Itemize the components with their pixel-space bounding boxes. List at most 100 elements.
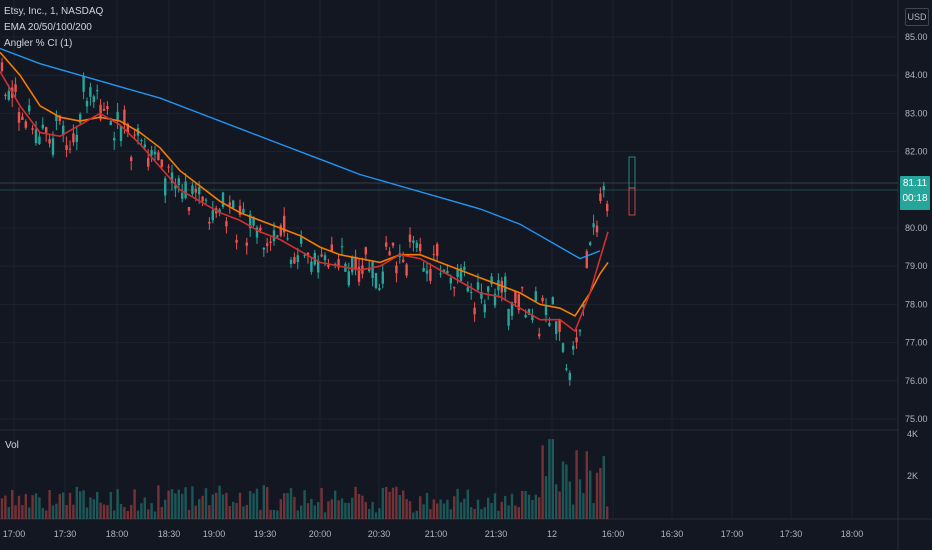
volume-bar	[48, 490, 51, 519]
candle-body	[92, 96, 95, 102]
volume-bar	[119, 503, 123, 519]
volume-bar	[296, 510, 299, 519]
candle-body	[310, 261, 313, 272]
candle-body	[102, 109, 106, 111]
candle-body	[259, 227, 262, 231]
candle-body	[232, 200, 235, 208]
volume-bar	[225, 492, 228, 519]
volume-bar	[565, 464, 568, 519]
volume-bar	[473, 508, 476, 519]
volume-bar	[24, 494, 27, 519]
volume-bar	[136, 510, 140, 519]
candle-body	[415, 242, 418, 248]
volume-bar	[194, 505, 197, 519]
volume-bar	[456, 488, 459, 519]
volume-bar	[147, 509, 150, 519]
candle-body	[38, 136, 41, 144]
volume-bar	[62, 492, 65, 519]
volume-bar	[395, 486, 398, 519]
candle-body	[272, 230, 276, 242]
candle-body	[568, 372, 571, 381]
ema-50-line	[0, 51, 609, 317]
candle-body	[453, 287, 456, 289]
volume-bar	[548, 439, 551, 519]
volume-bar	[123, 507, 126, 519]
volume-bar	[391, 487, 395, 519]
ema-indicator-label[interactable]: EMA 20/50/100/200	[4, 22, 92, 33]
candle-body	[201, 196, 204, 202]
volume-bar	[422, 504, 425, 519]
candle-body	[228, 202, 231, 206]
volume-bar	[143, 497, 146, 519]
volume-bar	[235, 502, 238, 519]
volume-bar	[524, 490, 527, 519]
candle-body	[334, 263, 337, 265]
candle-body	[592, 223, 595, 228]
candle-body	[395, 265, 398, 274]
volume-bar	[572, 504, 575, 519]
candle-body	[337, 259, 340, 268]
candle-body	[595, 225, 599, 233]
candle-body	[170, 172, 174, 184]
candle-body	[174, 185, 177, 189]
candle-body	[167, 166, 170, 168]
volume-bar	[425, 492, 429, 519]
candle-body	[473, 307, 476, 315]
currency-button[interactable]: USD	[905, 8, 929, 26]
volume-bar	[317, 502, 320, 519]
volume-bar	[521, 490, 524, 519]
volume-bar	[490, 503, 493, 519]
volume-bar	[218, 485, 221, 519]
volume-bar	[286, 493, 289, 519]
volume-bar	[177, 489, 180, 519]
volume-bar	[75, 486, 78, 519]
candle-body	[177, 178, 180, 186]
candle-body	[147, 157, 150, 167]
volume-bar	[221, 494, 225, 519]
last-price-badge: 81.11 00:18	[900, 176, 930, 210]
volume-bar	[599, 468, 602, 519]
candle-body	[140, 140, 143, 142]
volume-bar	[96, 491, 99, 519]
volume-bar	[45, 510, 48, 519]
candle-body	[96, 90, 99, 92]
candle-body	[408, 234, 412, 242]
volume-indicator-label[interactable]: Vol	[5, 440, 19, 451]
candle-body	[153, 151, 157, 155]
volume-bar	[551, 439, 554, 519]
candle-body	[456, 269, 459, 277]
time-tick-label: 20:30	[368, 529, 391, 539]
candle-body	[446, 270, 449, 274]
angler-indicator-label[interactable]: Angler % CI (1)	[4, 38, 73, 49]
candle-body	[422, 267, 425, 272]
volume-bar	[368, 508, 371, 519]
candle-body	[58, 115, 61, 122]
price-tick-label: 78.00	[905, 299, 928, 309]
candle-body	[269, 241, 272, 244]
candle-body	[551, 297, 554, 305]
volume-tick-label: 2K	[907, 471, 918, 481]
candle-body	[483, 304, 486, 313]
candle-body	[218, 209, 221, 213]
candle-body	[303, 254, 306, 256]
symbol-title[interactable]: Etsy, Inc., 1, NASDAQ	[4, 6, 104, 17]
volume-bar	[340, 498, 344, 519]
volume-bar	[378, 508, 381, 519]
volume-bar	[371, 502, 374, 519]
volume-bar	[388, 491, 391, 519]
volume-tick-label: 4K	[907, 429, 918, 439]
candle-body	[164, 178, 167, 196]
time-tick-label: 17:00	[721, 529, 744, 539]
candle-body	[34, 129, 38, 144]
ema-200-line	[0, 47, 601, 260]
candle-body	[538, 333, 541, 337]
volume-bar	[215, 492, 218, 519]
candle-body	[0, 62, 4, 71]
candle-body	[419, 244, 422, 252]
candle-body	[364, 247, 367, 255]
volume-bar	[272, 509, 276, 519]
time-tick-label: 20:00	[309, 529, 332, 539]
volume-bar	[232, 501, 235, 519]
volume-bar	[293, 496, 296, 519]
